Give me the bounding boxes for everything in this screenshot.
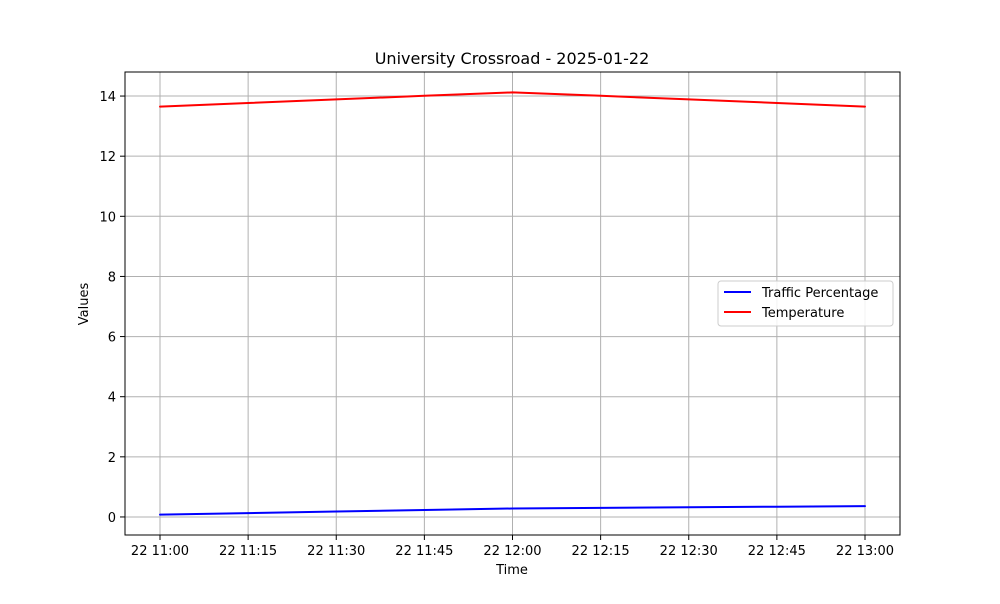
legend-label-0: Traffic Percentage <box>761 286 878 301</box>
x-tick-label: 22 11:00 <box>131 544 189 559</box>
y-tick-label: 14 <box>99 90 116 105</box>
x-tick-label: 22 12:00 <box>483 544 541 559</box>
x-tick-label: 22 11:30 <box>307 544 365 559</box>
y-tick-label: 10 <box>99 210 116 225</box>
legend: Traffic Percentage Temperature <box>717 280 894 327</box>
y-tick-label: 12 <box>99 150 116 165</box>
chart-title: University Crossroad - 2025-01-22 <box>375 49 650 68</box>
x-tick-label: 22 12:15 <box>572 544 630 559</box>
grid-lines <box>125 72 900 535</box>
y-axis-label: Values <box>77 283 92 326</box>
series-lines <box>159 91 866 516</box>
x-axis-label: Time <box>495 563 528 578</box>
y-tick-label: 2 <box>108 451 116 466</box>
y-tick-label: 8 <box>108 270 116 285</box>
legend-box <box>717 280 894 327</box>
y-axis-ticks: 0 2 4 6 8 10 12 14 <box>99 90 125 526</box>
x-axis-ticks: 22 11:00 22 11:15 22 11:30 22 11:45 22 12:00… <box>131 535 894 559</box>
x-tick-label: 22 11:45 <box>395 544 453 559</box>
y-tick-label: 0 <box>108 511 116 526</box>
x-tick-label: 22 12:45 <box>748 544 806 559</box>
y-tick-label: 6 <box>108 331 116 346</box>
x-tick-label: 22 11:15 <box>219 544 277 559</box>
x-tick-label: 22 13:00 <box>836 544 894 559</box>
x-tick-label: 22 12:30 <box>660 544 718 559</box>
series-line-0 <box>159 505 866 516</box>
y-tick-label: 4 <box>108 391 116 406</box>
legend-label-1: Temperature <box>761 306 844 321</box>
series-line-1 <box>159 91 866 108</box>
